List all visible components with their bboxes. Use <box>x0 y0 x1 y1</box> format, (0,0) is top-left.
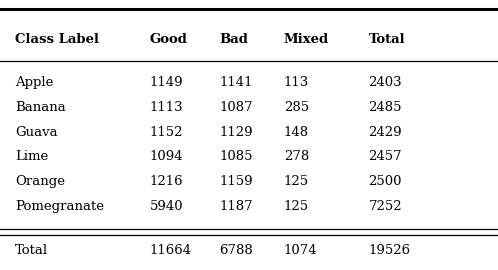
Text: Mixed: Mixed <box>284 33 329 46</box>
Text: 1141: 1141 <box>219 76 252 89</box>
Text: 1074: 1074 <box>284 244 318 257</box>
Text: 7252: 7252 <box>369 200 402 213</box>
Text: 2403: 2403 <box>369 76 402 89</box>
Text: 125: 125 <box>284 175 309 188</box>
Text: Good: Good <box>149 33 187 46</box>
Text: Orange: Orange <box>15 175 65 188</box>
Text: 278: 278 <box>284 150 309 163</box>
Text: 1087: 1087 <box>219 101 253 114</box>
Text: 1187: 1187 <box>219 200 253 213</box>
Text: 2457: 2457 <box>369 150 402 163</box>
Text: 1129: 1129 <box>219 126 253 139</box>
Text: 19526: 19526 <box>369 244 411 257</box>
Text: 1085: 1085 <box>219 150 252 163</box>
Text: Banana: Banana <box>15 101 66 114</box>
Text: Total: Total <box>15 244 48 257</box>
Text: Total: Total <box>369 33 405 46</box>
Text: 2500: 2500 <box>369 175 402 188</box>
Text: 2485: 2485 <box>369 101 402 114</box>
Text: Bad: Bad <box>219 33 248 46</box>
Text: Guava: Guava <box>15 126 58 139</box>
Text: 1113: 1113 <box>149 101 183 114</box>
Text: 1149: 1149 <box>149 76 183 89</box>
Text: Class Label: Class Label <box>15 33 99 46</box>
Text: 285: 285 <box>284 101 309 114</box>
Text: 1152: 1152 <box>149 126 183 139</box>
Text: 148: 148 <box>284 126 309 139</box>
Text: 6788: 6788 <box>219 244 253 257</box>
Text: 1216: 1216 <box>149 175 183 188</box>
Text: 1159: 1159 <box>219 175 253 188</box>
Text: Apple: Apple <box>15 76 53 89</box>
Text: 2429: 2429 <box>369 126 402 139</box>
Text: 11664: 11664 <box>149 244 192 257</box>
Text: 125: 125 <box>284 200 309 213</box>
Text: 1094: 1094 <box>149 150 183 163</box>
Text: 113: 113 <box>284 76 309 89</box>
Text: 5940: 5940 <box>149 200 183 213</box>
Text: Pomegranate: Pomegranate <box>15 200 104 213</box>
Text: Lime: Lime <box>15 150 48 163</box>
